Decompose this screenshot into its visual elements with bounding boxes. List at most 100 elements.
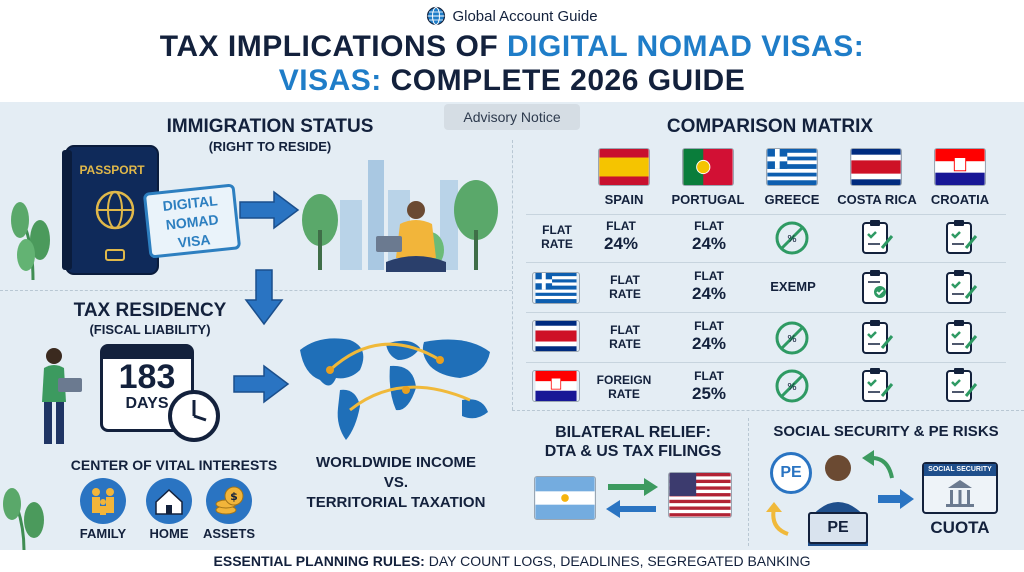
arrow-down-icon (244, 269, 284, 326)
croatia-flag-icon (532, 370, 580, 402)
cell-value: 25% (691, 383, 727, 403)
remote-worker-illustration (302, 160, 498, 272)
arrow-right-icon (233, 364, 290, 404)
costa-rica-flag-icon (850, 148, 902, 186)
portugal-flag-icon (682, 148, 734, 186)
portugal-rate-cell: FLAT 25% (678, 369, 740, 403)
arrow-right-icon (878, 489, 914, 509)
spain-flag-icon (598, 148, 650, 186)
cell-value: 24% (691, 233, 727, 253)
portugal-rate-cell: FLAT 24% (678, 269, 740, 303)
footer-planning-rules: ESSENTIAL PLANNING RULES: DAY COUNT LOGS… (0, 550, 1024, 572)
vital-interests-title: CENTER OF VITAL INTERESTS (70, 457, 278, 473)
government-building-icon (946, 480, 974, 507)
home-glyph (155, 488, 183, 515)
tax-residency-subtitle: (FISCAL LIABILITY) (89, 322, 211, 337)
curved-arrow-icon (766, 502, 789, 536)
cell-value: 24% (691, 283, 727, 303)
vital-item-assets: ASSETS (202, 526, 255, 541)
row-label-line: RATE (608, 386, 640, 401)
exchange-arrows-icon (606, 478, 658, 518)
vital-item-home: HOME (149, 526, 189, 541)
clipboard-check-icon (946, 270, 978, 304)
portugal-rate-cell: FLAT 24% (678, 319, 740, 353)
spain-rate-cell: FLAT 24% (590, 219, 652, 253)
cell-line: FLAT (694, 219, 724, 233)
bilateral-line: DTA & US TAX FILINGS (544, 443, 722, 460)
svg-text:%: % (787, 382, 797, 393)
immigration-status-subtitle: (RIGHT TO RESIDE) (208, 139, 332, 154)
brand-name: Global Account Guide (452, 7, 598, 25)
person-with-laptop-icon (42, 348, 82, 444)
country-portugal: PORTUGAL (671, 192, 745, 207)
advisory-notice-badge: Advisory Notice (444, 104, 580, 130)
plant-icon (3, 488, 44, 550)
pe-badge: PE (770, 452, 812, 494)
curved-arrow-icon (862, 450, 894, 479)
coins-glyph: $ (215, 486, 244, 515)
worldwide-line: WORLDWIDE INCOME (316, 454, 476, 471)
row-label-line: FOREIGN (596, 373, 652, 387)
clipboard-check-icon (862, 220, 894, 254)
worldwide-line: TERRITORIAL TAXATION (306, 494, 486, 511)
usa-flag-icon (668, 472, 732, 518)
row-divider (526, 312, 1006, 313)
cell-line: FLAT (606, 219, 636, 233)
header: Global Account Guide TAX IMPLICATIONS OF… (0, 0, 1024, 102)
row-label: FOREIGN RATE (588, 373, 660, 402)
divider (748, 418, 749, 546)
arrow-right-icon (239, 190, 300, 230)
page-title-line2: VISAS: COMPLETE 2026 GUIDE (0, 64, 1024, 98)
clipboard-check-icon (946, 220, 978, 254)
worldwide-line: VS. (383, 474, 409, 491)
home-icon (146, 478, 192, 524)
pe-laptop-label: PE (808, 512, 868, 544)
page-title-line1: TAX IMPLICATIONS OF DIGITAL NOMAD VISAS: (0, 30, 1024, 64)
world-map-icon (300, 338, 490, 440)
row-label: FLAT RATE (594, 273, 656, 302)
row-label: FLAT RATE (526, 223, 588, 252)
row-label-line: RATE (609, 286, 641, 301)
social-security-title: SOCIAL SECURITY & PE RISKS (773, 423, 999, 440)
title-part-highlight: VISAS: (278, 64, 382, 97)
cell-line: FLAT (694, 369, 724, 383)
exempt-icon: % (775, 221, 809, 255)
svg-text:%: % (787, 234, 797, 245)
bilateral-line: BILATERAL RELIEF: (555, 424, 711, 441)
country-spain: SPAIN (604, 192, 644, 207)
immigration-status-title: IMMIGRATION STATUS (166, 116, 374, 137)
family-glyph (92, 488, 114, 515)
exempt-icon: % (775, 369, 809, 403)
comparison-matrix-title: COMPARISON MATRIX (666, 116, 874, 137)
clipboard-check-icon (862, 368, 894, 402)
argentina-flag-icon (534, 476, 596, 520)
cell-value: 24% (691, 333, 727, 353)
country-croatia: CROATIA (930, 192, 990, 207)
clipboard-check-icon (946, 368, 978, 402)
brand: Global Account Guide (0, 6, 1024, 26)
tax-residency-title: TAX RESIDENCY (73, 300, 227, 321)
vital-item-family: FAMILY (79, 526, 127, 541)
svg-text:$: $ (230, 490, 238, 503)
cuota-label: CUOTA (930, 518, 990, 537)
title-part: TAX IMPLICATIONS OF (159, 30, 507, 63)
row-divider (526, 262, 1006, 263)
portugal-rate-cell: FLAT 24% (678, 219, 740, 253)
clipboard-check-icon (862, 270, 888, 304)
footer-text: DAY COUNT LOGS, DEADLINES, SEGREGATED BA… (424, 553, 811, 569)
days-number: 183 (118, 358, 176, 396)
assets-icon: $ (206, 478, 252, 524)
divider (512, 410, 1024, 411)
row-label-line: RATE (609, 336, 641, 351)
row-label-line: FLAT (542, 223, 572, 237)
worldwide-income-text: WORLDWIDE INCOME VS. TERRITORIAL TAXATIO… (296, 453, 496, 513)
clipboard-check-icon (862, 320, 894, 354)
globe-icon (427, 6, 446, 26)
digital-nomad-visa-stamp: DIGITAL NOMAD VISA (142, 183, 242, 259)
country-greece: GREECE (764, 192, 820, 207)
croatia-flag-icon (934, 148, 986, 186)
row-label: FLAT RATE (594, 323, 656, 352)
cell-line: FLAT (694, 319, 724, 333)
bilateral-relief-title: BILATERAL RELIEF: DTA & US TAX FILINGS (520, 423, 746, 461)
greece-flag-icon (532, 272, 580, 304)
